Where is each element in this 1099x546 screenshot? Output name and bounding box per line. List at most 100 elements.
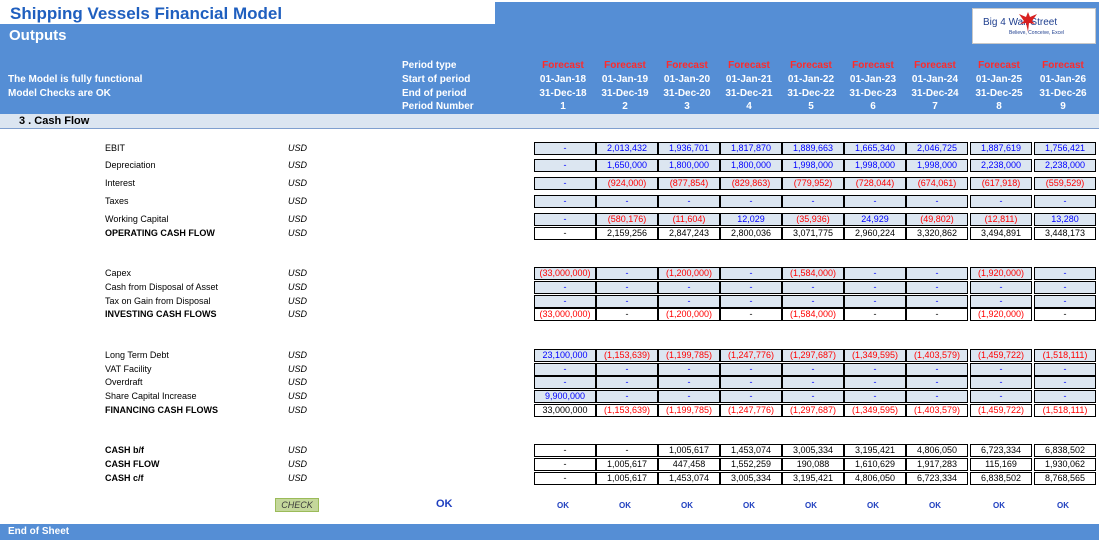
table-cell[interactable]: (35,936) xyxy=(782,213,844,226)
table-cell[interactable]: (1,920,000) xyxy=(970,267,1032,280)
table-cell[interactable]: - xyxy=(596,363,658,376)
table-cell[interactable]: (559,529) xyxy=(1034,177,1096,190)
table-cell[interactable]: - xyxy=(844,308,906,321)
table-cell[interactable]: 1,917,283 xyxy=(906,458,968,471)
table-cell[interactable]: (1,153,639) xyxy=(596,349,658,362)
table-cell[interactable]: - xyxy=(720,376,782,389)
table-cell[interactable]: (1,459,722) xyxy=(970,349,1032,362)
table-cell[interactable]: - xyxy=(534,363,596,376)
table-cell[interactable]: 3,195,421 xyxy=(844,444,906,457)
table-cell[interactable]: 1,936,701 xyxy=(658,142,720,155)
table-cell[interactable]: - xyxy=(720,195,782,208)
table-cell[interactable]: - xyxy=(844,295,906,308)
table-cell[interactable]: 1,887,619 xyxy=(970,142,1032,155)
table-cell[interactable]: - xyxy=(534,142,596,155)
table-cell[interactable]: (1,920,000) xyxy=(970,308,1032,321)
table-cell[interactable]: (12,811) xyxy=(970,213,1032,226)
table-cell[interactable]: - xyxy=(596,444,658,457)
table-cell[interactable]: 1,650,000 xyxy=(596,159,658,172)
table-cell[interactable]: (1,584,000) xyxy=(782,267,844,280)
table-cell[interactable]: - xyxy=(970,376,1032,389)
table-cell[interactable]: (580,176) xyxy=(596,213,658,226)
table-cell[interactable]: (779,952) xyxy=(782,177,844,190)
table-cell[interactable]: - xyxy=(534,458,596,471)
table-cell[interactable]: (1,153,639) xyxy=(596,404,658,417)
table-cell[interactable]: 1,998,000 xyxy=(844,159,906,172)
table-cell[interactable]: 1,756,421 xyxy=(1034,142,1096,155)
table-cell[interactable]: 1,800,000 xyxy=(658,159,720,172)
table-cell[interactable]: - xyxy=(1034,267,1096,280)
table-cell[interactable]: 115,169 xyxy=(970,458,1032,471)
table-cell[interactable]: 6,838,502 xyxy=(970,472,1032,485)
table-cell[interactable]: - xyxy=(906,363,968,376)
table-cell[interactable]: - xyxy=(844,390,906,403)
table-cell[interactable]: - xyxy=(534,195,596,208)
table-cell[interactable]: (49,802) xyxy=(906,213,968,226)
table-cell[interactable]: (11,604) xyxy=(658,213,720,226)
table-cell[interactable]: - xyxy=(596,376,658,389)
table-cell[interactable]: - xyxy=(596,281,658,294)
table-cell[interactable]: - xyxy=(906,295,968,308)
table-cell[interactable]: 3,448,173 xyxy=(1034,227,1096,240)
table-cell[interactable]: - xyxy=(782,281,844,294)
table-cell[interactable]: 1,800,000 xyxy=(720,159,782,172)
table-cell[interactable]: 12,029 xyxy=(720,213,782,226)
table-cell[interactable]: 1,930,062 xyxy=(1034,458,1096,471)
table-cell[interactable]: - xyxy=(534,213,596,226)
table-cell[interactable]: 190,088 xyxy=(782,458,844,471)
table-cell[interactable]: (1,200,000) xyxy=(658,308,720,321)
table-cell[interactable]: 2,847,243 xyxy=(658,227,720,240)
table-cell[interactable]: 8,768,565 xyxy=(1034,472,1096,485)
table-cell[interactable]: - xyxy=(534,159,596,172)
table-cell[interactable]: - xyxy=(658,363,720,376)
table-cell[interactable]: - xyxy=(906,308,968,321)
table-cell[interactable]: 9,900,000 xyxy=(534,390,596,403)
table-cell[interactable]: - xyxy=(534,177,596,190)
table-cell[interactable]: 3,195,421 xyxy=(782,472,844,485)
table-cell[interactable]: - xyxy=(1034,295,1096,308)
table-cell[interactable]: - xyxy=(1034,363,1096,376)
table-cell[interactable]: - xyxy=(534,227,596,240)
table-cell[interactable]: 3,320,862 xyxy=(906,227,968,240)
table-cell[interactable]: 3,005,334 xyxy=(720,472,782,485)
table-cell[interactable]: 2,159,256 xyxy=(596,227,658,240)
table-cell[interactable]: - xyxy=(720,295,782,308)
table-cell[interactable]: - xyxy=(906,376,968,389)
table-cell[interactable]: 2,800,036 xyxy=(720,227,782,240)
table-cell[interactable]: 2,046,725 xyxy=(906,142,968,155)
table-cell[interactable]: 2,960,224 xyxy=(844,227,906,240)
table-cell[interactable]: (1,403,579) xyxy=(906,349,968,362)
table-cell[interactable]: - xyxy=(906,390,968,403)
table-cell[interactable]: - xyxy=(844,363,906,376)
table-cell[interactable]: - xyxy=(906,195,968,208)
table-cell[interactable]: 1,552,259 xyxy=(720,458,782,471)
table-cell[interactable]: 2,013,432 xyxy=(596,142,658,155)
table-cell[interactable]: 24,929 xyxy=(844,213,906,226)
table-cell[interactable]: - xyxy=(658,295,720,308)
table-cell[interactable]: - xyxy=(844,195,906,208)
table-cell[interactable]: - xyxy=(658,390,720,403)
table-cell[interactable]: 1,817,870 xyxy=(720,142,782,155)
table-cell[interactable]: (674,061) xyxy=(906,177,968,190)
table-cell[interactable]: - xyxy=(1034,376,1096,389)
table-cell[interactable]: (829,863) xyxy=(720,177,782,190)
table-cell[interactable]: - xyxy=(844,376,906,389)
table-cell[interactable]: 1,453,074 xyxy=(658,472,720,485)
table-cell[interactable]: - xyxy=(534,281,596,294)
table-cell[interactable]: 447,458 xyxy=(658,458,720,471)
table-cell[interactable]: - xyxy=(658,281,720,294)
table-cell[interactable]: - xyxy=(1034,195,1096,208)
table-cell[interactable]: - xyxy=(720,390,782,403)
table-cell[interactable]: (33,000,000) xyxy=(534,308,596,321)
table-cell[interactable]: - xyxy=(782,376,844,389)
table-cell[interactable]: 1,998,000 xyxy=(782,159,844,172)
table-cell[interactable]: (1,200,000) xyxy=(658,267,720,280)
table-cell[interactable]: (1,403,579) xyxy=(906,404,968,417)
table-cell[interactable]: (1,459,722) xyxy=(970,404,1032,417)
table-cell[interactable]: - xyxy=(534,472,596,485)
table-cell[interactable]: - xyxy=(844,267,906,280)
table-cell[interactable]: (1,247,776) xyxy=(720,404,782,417)
table-cell[interactable]: (877,854) xyxy=(658,177,720,190)
table-cell[interactable]: 4,806,050 xyxy=(906,444,968,457)
table-cell[interactable]: - xyxy=(782,363,844,376)
